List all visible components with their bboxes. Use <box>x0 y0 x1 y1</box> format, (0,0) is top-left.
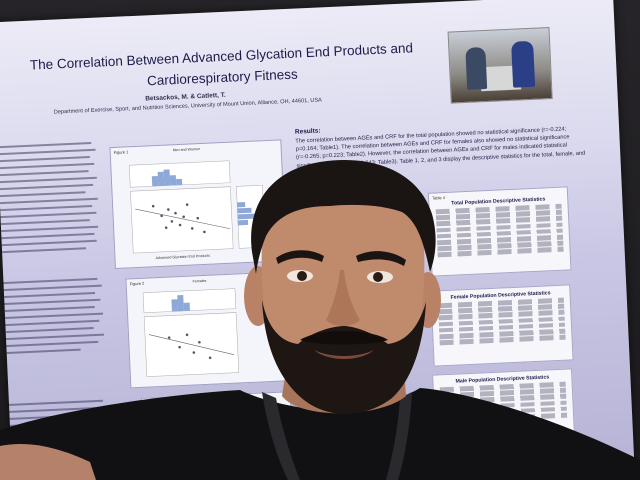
poster-figure-2: Figure 2 Females <box>125 271 289 389</box>
hair <box>251 160 436 274</box>
mouth <box>314 350 374 359</box>
figure-2-scatter <box>142 288 240 377</box>
nose <box>326 270 360 326</box>
figure-1-scatter <box>129 160 266 254</box>
right-eyebrow <box>356 251 406 266</box>
black-shirt <box>0 388 640 480</box>
poster-figure-1: Figure 1 Men and Women Advanced Glycatio… <box>109 139 287 270</box>
mustache <box>300 331 388 345</box>
left-eyebrow <box>276 250 324 264</box>
arm <box>0 443 96 480</box>
